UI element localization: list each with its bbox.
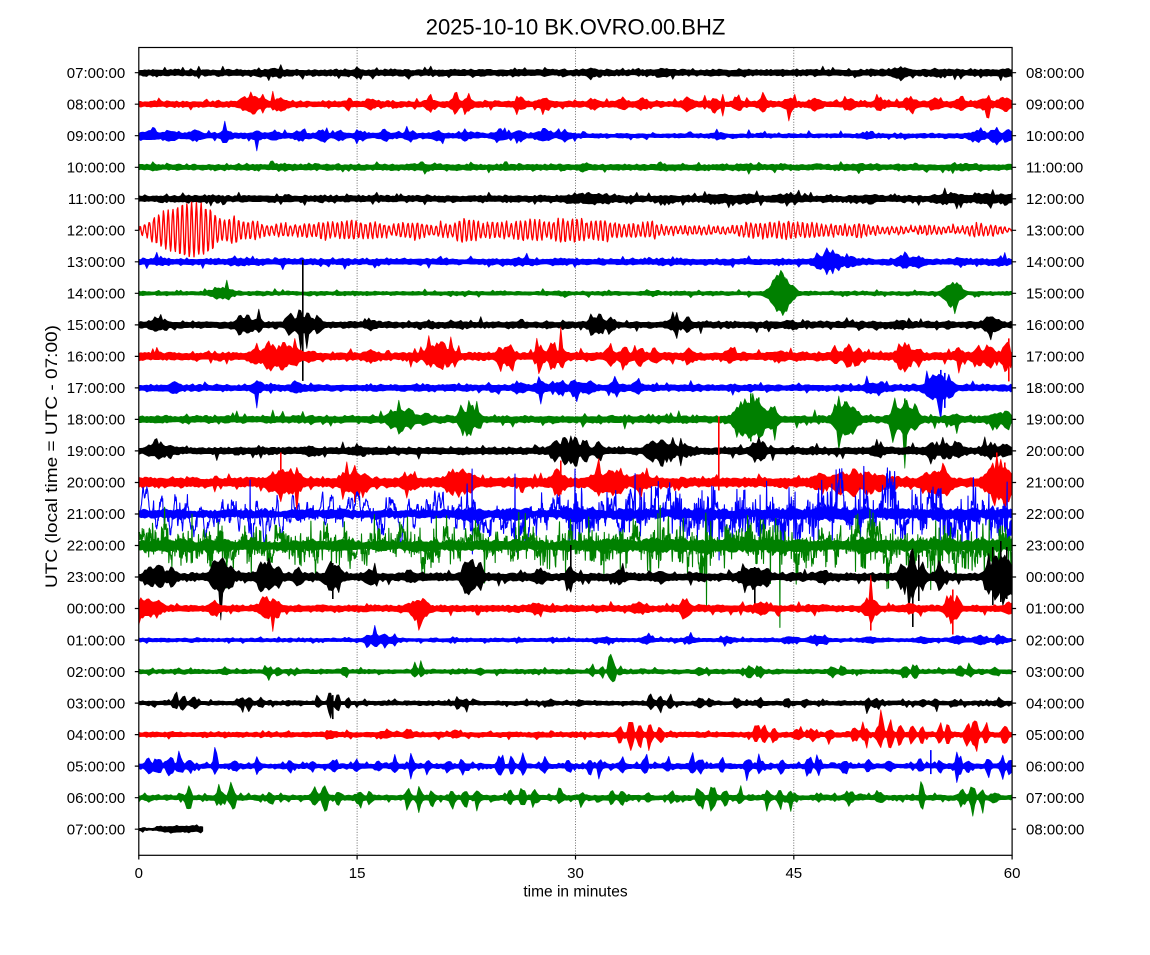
svg-text:18:00:00: 18:00:00 [67, 412, 125, 429]
svg-text:11:00:00: 11:00:00 [68, 191, 125, 208]
svg-text:07:00:00: 07:00:00 [67, 821, 125, 838]
svg-text:16:00:00: 16:00:00 [1026, 317, 1084, 334]
svg-text:08:00:00: 08:00:00 [1026, 65, 1084, 82]
svg-text:05:00:00: 05:00:00 [1026, 727, 1084, 744]
svg-text:21:00:00: 21:00:00 [67, 506, 125, 523]
svg-text:04:00:00: 04:00:00 [1026, 695, 1084, 712]
svg-text:0: 0 [135, 865, 143, 882]
svg-text:15: 15 [349, 865, 366, 882]
svg-text:07:00:00: 07:00:00 [1026, 790, 1084, 807]
svg-text:09:00:00: 09:00:00 [67, 128, 125, 145]
svg-text:00:00:00: 00:00:00 [1026, 569, 1084, 586]
svg-text:20:00:00: 20:00:00 [1026, 443, 1084, 460]
svg-text:12:00:00: 12:00:00 [1026, 191, 1084, 208]
svg-text:22:00:00: 22:00:00 [67, 538, 125, 555]
svg-text:04:00:00: 04:00:00 [67, 727, 125, 744]
svg-text:01:00:00: 01:00:00 [67, 632, 125, 649]
svg-text:19:00:00: 19:00:00 [67, 443, 125, 460]
svg-text:08:00:00: 08:00:00 [67, 96, 125, 113]
svg-text:17:00:00: 17:00:00 [67, 380, 125, 397]
svg-text:14:00:00: 14:00:00 [1026, 254, 1084, 271]
svg-text:00:00:00: 00:00:00 [67, 601, 125, 618]
svg-text:14:00:00: 14:00:00 [67, 286, 125, 303]
svg-text:08:00:00: 08:00:00 [1026, 821, 1084, 838]
svg-text:06:00:00: 06:00:00 [1026, 758, 1084, 775]
svg-text:10:00:00: 10:00:00 [1026, 128, 1084, 145]
svg-text:13:00:00: 13:00:00 [1026, 223, 1084, 240]
svg-text:16:00:00: 16:00:00 [67, 349, 125, 366]
svg-text:11:00:00: 11:00:00 [1026, 160, 1083, 177]
svg-text:03:00:00: 03:00:00 [67, 695, 125, 712]
svg-text:60: 60 [1004, 865, 1021, 882]
svg-text:10:00:00: 10:00:00 [67, 160, 125, 177]
svg-text:09:00:00: 09:00:00 [1026, 96, 1084, 113]
svg-text:01:00:00: 01:00:00 [1026, 601, 1084, 618]
svg-text:03:00:00: 03:00:00 [1026, 664, 1084, 681]
svg-text:05:00:00: 05:00:00 [67, 758, 125, 775]
svg-text:06:00:00: 06:00:00 [67, 790, 125, 807]
svg-text:23:00:00: 23:00:00 [1026, 538, 1084, 555]
svg-text:02:00:00: 02:00:00 [67, 664, 125, 681]
svg-text:17:00:00: 17:00:00 [1026, 349, 1084, 366]
svg-text:15:00:00: 15:00:00 [1026, 286, 1084, 303]
svg-text:time in minutes: time in minutes [523, 884, 627, 901]
svg-text:45: 45 [785, 865, 802, 882]
svg-text:23:00:00: 23:00:00 [67, 569, 125, 586]
svg-text:18:00:00: 18:00:00 [1026, 380, 1084, 397]
svg-text:02:00:00: 02:00:00 [1026, 632, 1084, 649]
svg-text:2025-10-10 BK.OVRO.00.BHZ: 2025-10-10 BK.OVRO.00.BHZ [426, 15, 726, 40]
svg-text:07:00:00: 07:00:00 [67, 65, 125, 82]
svg-text:22:00:00: 22:00:00 [1026, 506, 1084, 523]
svg-text:UTC (local time = UTC - 07:00): UTC (local time = UTC - 07:00) [42, 325, 61, 588]
svg-text:20:00:00: 20:00:00 [67, 475, 125, 492]
svg-text:21:00:00: 21:00:00 [1026, 475, 1084, 492]
svg-text:13:00:00: 13:00:00 [67, 254, 125, 271]
svg-text:12:00:00: 12:00:00 [67, 223, 125, 240]
svg-text:30: 30 [567, 865, 584, 882]
svg-text:15:00:00: 15:00:00 [67, 317, 125, 334]
svg-text:19:00:00: 19:00:00 [1026, 412, 1084, 429]
